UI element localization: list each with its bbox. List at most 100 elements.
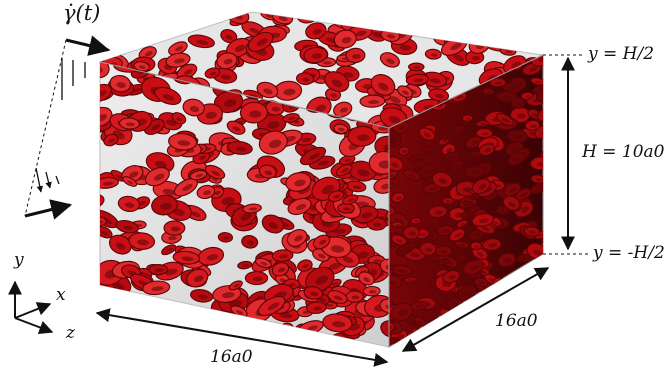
red-blood-cell <box>454 337 474 347</box>
red-blood-cell-dimple <box>531 279 537 282</box>
red-blood-cell <box>540 150 543 160</box>
red-blood-cell-dimple <box>125 122 135 127</box>
red-blood-cell-dimple <box>189 105 200 112</box>
red-blood-cell-dimple <box>202 322 213 329</box>
red-blood-cell-dimple <box>137 239 149 246</box>
red-blood-cell-dimple <box>351 12 364 16</box>
red-blood-cell-dimple <box>516 113 526 119</box>
red-blood-cell-dimple <box>333 194 341 199</box>
red-blood-cell-dimple <box>340 19 353 25</box>
red-blood-cell-dimple <box>440 249 449 254</box>
red-blood-cell-dimple <box>115 40 122 45</box>
red-blood-cell-dimple <box>302 264 310 269</box>
red-blood-cell-dimple <box>100 90 107 97</box>
red-blood-cell-dimple <box>326 303 334 307</box>
red-blood-cell-dimple <box>210 71 217 76</box>
red-blood-cell-dimple <box>196 40 209 45</box>
red-blood-cell-dimple <box>373 222 382 227</box>
red-blood-cell-dimple <box>503 258 512 264</box>
red-blood-cell <box>100 12 124 25</box>
red-blood-cell-dimple <box>279 254 289 259</box>
red-blood-cell-dimple <box>249 110 262 118</box>
red-blood-cell-dimple <box>397 125 406 131</box>
red-blood-cell <box>448 329 463 341</box>
red-blood-cell <box>124 23 144 34</box>
red-blood-cell-dimple <box>214 190 221 196</box>
red-blood-cell-dimple <box>264 170 273 176</box>
red-blood-cell-dimple <box>535 80 542 84</box>
red-blood-cell-dimple <box>260 261 268 266</box>
red-blood-cell-dimple <box>221 292 235 299</box>
red-blood-cell-dimple <box>225 34 233 40</box>
red-blood-cell-dimple <box>139 200 147 206</box>
red-blood-cell-dimple <box>151 286 164 292</box>
red-blood-cell-dimple <box>119 332 130 339</box>
red-blood-cell-dimple <box>374 92 385 98</box>
red-blood-cell-dimple <box>341 36 352 44</box>
red-blood-cell-dimple <box>453 333 460 338</box>
red-blood-cell-dimple <box>539 344 543 347</box>
red-blood-cell-dimple <box>240 213 252 221</box>
red-blood-cell-dimple <box>153 173 165 181</box>
red-blood-cell-dimple <box>116 82 126 88</box>
red-blood-cell-dimple <box>383 144 389 152</box>
red-blood-cell-dimple <box>389 173 395 178</box>
red-blood-cell-dimple <box>166 247 173 252</box>
red-blood-cell-dimple <box>463 26 471 32</box>
red-blood-cell-dimple <box>317 253 326 259</box>
red-blood-cell-dimple <box>169 26 181 33</box>
red-blood-cell-dimple <box>203 190 211 196</box>
red-blood-cell <box>537 106 543 122</box>
red-blood-cell <box>203 334 225 346</box>
red-blood-cell-dimple <box>442 229 451 233</box>
red-blood-cell-dimple <box>165 308 178 314</box>
red-blood-cell-dimple <box>459 243 466 247</box>
red-blood-cell-dimple <box>302 77 310 82</box>
red-blood-cell-dimple <box>438 178 448 184</box>
red-blood-cell-dimple <box>486 90 492 93</box>
red-blood-cell-dimple <box>100 301 103 308</box>
red-blood-cell-dimple <box>198 155 207 161</box>
red-blood-cell-dimple <box>334 228 346 234</box>
red-blood-cell-dimple <box>413 66 421 69</box>
red-blood-cell-dimple <box>305 342 319 347</box>
red-blood-cell-dimple <box>385 264 389 271</box>
red-blood-cell-dimple <box>160 202 172 210</box>
red-blood-cell <box>506 12 522 14</box>
red-blood-cell <box>385 210 389 222</box>
red-blood-cell-dimple <box>100 199 101 205</box>
red-blood-cell-dimple <box>446 147 453 153</box>
red-blood-cell-dimple <box>516 301 524 306</box>
red-blood-cell-dimple <box>370 12 383 15</box>
red-blood-cell-dimple <box>125 202 135 208</box>
red-blood-cell-dimple <box>386 58 395 64</box>
red-blood-cell-dimple <box>338 127 345 132</box>
red-blood-cell-dimple <box>252 276 263 282</box>
red-blood-cell-dimple <box>116 38 127 45</box>
red-blood-cell-dimple <box>476 252 484 257</box>
red-blood-cell-dimple <box>142 304 154 312</box>
red-blood-cell-dimple <box>211 322 222 330</box>
red-blood-cell-dimple <box>346 8 356 12</box>
red-blood-cell-dimple <box>232 126 241 132</box>
red-blood-cell <box>116 12 137 27</box>
red-blood-cell-dimple <box>529 230 537 234</box>
red-blood-cell-dimple <box>210 338 220 343</box>
red-blood-cell <box>431 12 459 23</box>
red-blood-cell <box>534 123 543 139</box>
red-blood-cell-dimple <box>331 79 343 88</box>
red-blood-cell-dimple <box>242 264 249 267</box>
red-blood-cell-dimple <box>542 93 543 99</box>
red-blood-cell-dimple <box>222 236 230 240</box>
red-blood-cell-dimple <box>474 337 484 343</box>
red-blood-cell-dimple <box>453 309 459 313</box>
red-blood-cell-dimple <box>399 44 411 51</box>
box-edges <box>99 54 544 347</box>
red-blood-cell-dimple <box>435 321 443 325</box>
red-blood-cell-dimple <box>168 235 177 241</box>
red-blood-cell-dimple <box>456 95 464 100</box>
red-blood-cell-dimple <box>190 211 201 218</box>
red-blood-cell-dimple <box>137 328 147 333</box>
red-blood-cell <box>100 193 105 209</box>
red-blood-cell <box>115 12 143 27</box>
